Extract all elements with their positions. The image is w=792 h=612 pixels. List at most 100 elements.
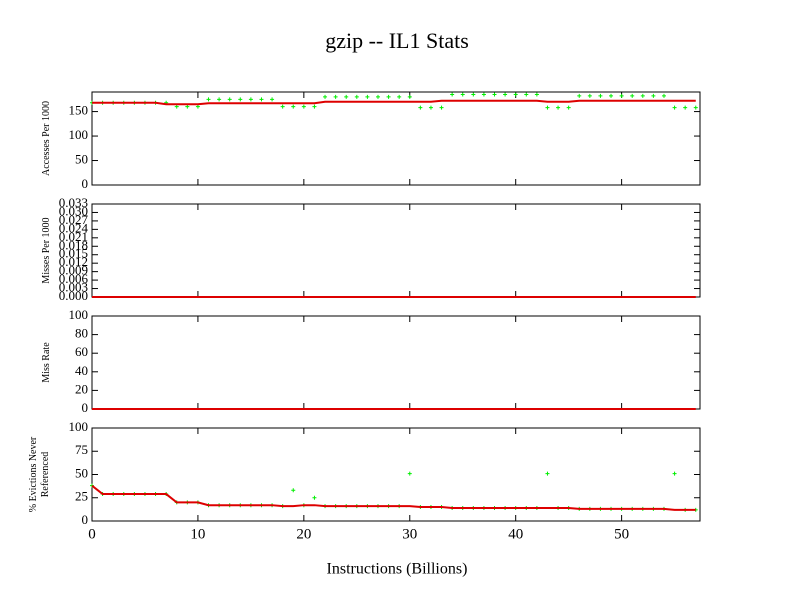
marker: [291, 104, 296, 109]
marker: [693, 105, 698, 110]
marker: [407, 94, 412, 99]
x-tick-label: 0: [88, 526, 96, 542]
marker: [375, 94, 380, 99]
y-tick-label: 0.012: [59, 254, 88, 269]
marker: [259, 97, 264, 102]
marker: [248, 97, 253, 102]
marker: [312, 104, 317, 109]
marker: [598, 93, 603, 98]
marker: [587, 93, 592, 98]
y-tick-label: 0.027: [59, 212, 89, 227]
marker: [609, 93, 614, 98]
y-tick-label: 0: [82, 400, 89, 415]
marker: [174, 104, 179, 109]
marker: [407, 471, 412, 476]
marker: [301, 104, 306, 109]
marker: [227, 97, 232, 102]
marker: [185, 104, 190, 109]
y-axis-label-line: Miss Rate: [41, 342, 52, 383]
marker: [418, 105, 423, 110]
y-tick-label: 0.021: [59, 229, 88, 244]
marker: [280, 104, 285, 109]
y-tick-label: 0.000: [59, 288, 88, 303]
marker: [450, 92, 455, 97]
marker: [545, 471, 550, 476]
x-tick-label: 40: [508, 526, 523, 542]
y-tick-label: 20: [75, 381, 88, 396]
y-axis-label: Accesses Per 1000: [41, 101, 52, 176]
plot-frame: [91, 203, 701, 298]
y-tick-label: 0.009: [59, 263, 88, 278]
line: [92, 99, 696, 106]
y-tick-label: 25: [75, 489, 88, 504]
marker: [481, 92, 486, 97]
marker: [534, 92, 539, 97]
marker: [291, 488, 296, 493]
y-tick-label: 0: [82, 176, 89, 191]
y-tick-label: 100: [69, 127, 89, 142]
marker: [492, 92, 497, 97]
y-tick-label: 80: [75, 326, 88, 341]
y-tick-label: 0.015: [59, 246, 88, 261]
y-tick-label: 50: [75, 465, 88, 480]
marker: [365, 94, 370, 99]
plot-frame: [91, 91, 701, 186]
y-axis-label-line: Accesses Per 1000: [41, 101, 52, 176]
y-axis-label-line: Misses Per 1000: [41, 217, 52, 283]
marker: [672, 105, 677, 110]
y-axis-label: % Evictions NeverReferenced: [28, 436, 51, 512]
marker: [545, 105, 550, 110]
marker: [577, 93, 582, 98]
marker: [206, 97, 211, 102]
marker: [217, 97, 222, 102]
marker: [566, 105, 571, 110]
x-tick-label: 50: [614, 526, 629, 542]
marker: [386, 94, 391, 99]
y-tick-label: 50: [75, 152, 88, 167]
marker: [439, 105, 444, 110]
marker: [471, 92, 476, 97]
line: [91, 484, 696, 511]
marker: [460, 92, 465, 97]
y-tick-label: 0: [82, 512, 89, 527]
y-tick-label: 0.030: [59, 203, 88, 218]
y-tick-label: 150: [69, 103, 89, 118]
y-axis-label: Misses Per 1000: [41, 217, 52, 283]
marker: [312, 495, 317, 500]
x-tick-label: 10: [190, 526, 205, 542]
y-tick-label: 0.006: [59, 271, 89, 286]
marker: [333, 94, 338, 99]
plot-frame: [91, 315, 701, 410]
marker: [397, 94, 402, 99]
marker: [672, 471, 677, 476]
y-tick-label: 0.003: [59, 280, 88, 295]
marker: [195, 104, 200, 109]
marker: [513, 92, 518, 97]
marker: [683, 105, 688, 110]
chart-title: gzip -- IL1 Stats: [325, 28, 469, 53]
marker: [238, 97, 243, 102]
y-axis-label-line: Referenced: [40, 452, 51, 498]
y-axis-label-line: % Evictions Never: [28, 436, 39, 512]
marker: [619, 93, 624, 98]
marker: [323, 94, 328, 99]
x-tick-label: 30: [402, 526, 417, 542]
y-tick-label: 100: [69, 307, 89, 322]
y-axis-label: Miss Rate: [41, 342, 52, 383]
y-tick-label: 100: [69, 419, 89, 434]
x-axis-label: Instructions (Billions): [327, 561, 468, 578]
y-tick-label: 40: [75, 363, 88, 378]
marker: [354, 94, 359, 99]
y-tick-label: 0.018: [59, 237, 88, 252]
y-tick-label: 0.024: [59, 220, 89, 235]
y-tick-label: 75: [75, 442, 88, 457]
marker: [640, 93, 645, 98]
x-tick-label: 20: [296, 526, 311, 542]
marker: [556, 105, 561, 110]
marker: [503, 92, 508, 97]
marker: [524, 92, 529, 97]
marker: [661, 93, 666, 98]
y-tick-label: 0.033: [59, 195, 88, 210]
marker: [344, 94, 349, 99]
